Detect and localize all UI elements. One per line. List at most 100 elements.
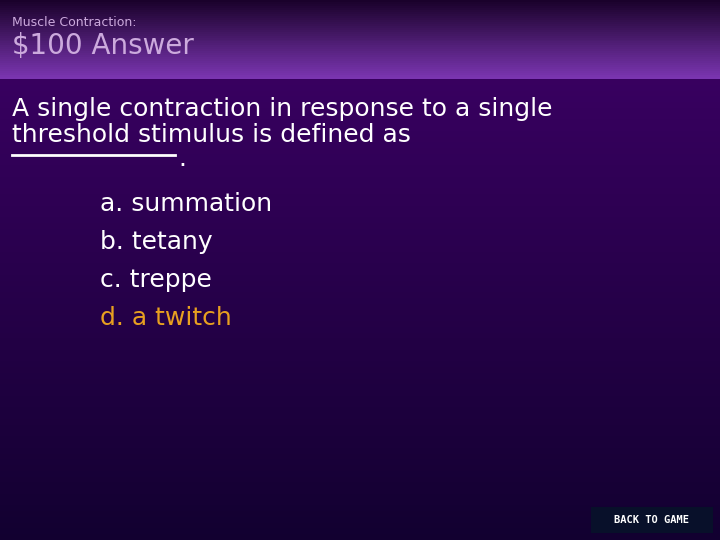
Bar	[0, 424, 720, 430]
Bar	[0, 286, 720, 292]
Bar	[0, 291, 720, 298]
Bar	[0, 464, 720, 471]
Bar	[0, 308, 720, 315]
Bar	[0, 320, 720, 327]
Bar	[0, 314, 720, 321]
Bar	[0, 72, 720, 75]
Bar	[0, 11, 720, 14]
Bar	[0, 74, 720, 77]
Text: .: .	[178, 147, 186, 171]
Bar	[0, 326, 720, 333]
Bar	[0, 476, 720, 482]
Bar	[0, 338, 720, 344]
Bar	[0, 256, 720, 264]
Text: c. treppe: c. treppe	[100, 268, 212, 292]
Bar	[0, 3, 720, 6]
Bar	[0, 38, 720, 42]
Bar	[0, 44, 720, 48]
Bar	[0, 498, 720, 505]
Bar	[0, 481, 720, 488]
Bar	[0, 7, 720, 10]
Bar	[0, 15, 720, 18]
Bar	[0, 84, 720, 91]
Bar	[0, 25, 720, 28]
Bar	[0, 383, 720, 390]
Bar	[0, 274, 720, 281]
Bar	[0, 222, 720, 229]
Bar	[0, 360, 720, 367]
Bar	[0, 372, 720, 379]
Bar	[0, 407, 720, 413]
Bar	[0, 262, 720, 269]
Bar	[0, 470, 720, 477]
Bar	[0, 182, 720, 188]
Bar	[0, 170, 720, 177]
Bar	[0, 343, 720, 350]
Bar	[0, 332, 720, 339]
Bar	[0, 141, 720, 148]
Bar	[0, 1, 720, 4]
Bar	[0, 441, 720, 448]
Bar	[0, 510, 720, 517]
Text: a. summation: a. summation	[100, 192, 272, 216]
Bar	[0, 228, 720, 234]
Bar	[0, 401, 720, 408]
Bar	[0, 522, 720, 529]
Bar	[0, 56, 720, 59]
Text: Muscle Contraction:: Muscle Contraction:	[12, 16, 137, 29]
Bar	[0, 62, 720, 65]
Bar	[0, 487, 720, 494]
Bar	[0, 533, 720, 540]
Bar	[0, 435, 720, 442]
Bar	[0, 68, 720, 71]
Bar	[0, 418, 720, 425]
Text: d. a twitch: d. a twitch	[100, 306, 232, 330]
Bar	[0, 153, 720, 160]
Bar	[0, 32, 720, 36]
Bar	[0, 58, 720, 61]
Bar	[0, 205, 720, 212]
Bar	[0, 136, 720, 143]
Bar	[0, 19, 720, 22]
Bar	[0, 124, 720, 131]
Text: b. tetany: b. tetany	[100, 230, 212, 254]
Bar	[0, 70, 720, 73]
Bar	[0, 40, 720, 43]
Bar	[0, 458, 720, 465]
Bar	[0, 280, 720, 286]
Bar	[0, 211, 720, 217]
Bar	[0, 37, 720, 39]
Bar	[0, 35, 720, 37]
Bar	[0, 26, 720, 30]
Bar	[0, 95, 720, 102]
Bar	[0, 50, 720, 53]
Bar	[0, 64, 720, 67]
Bar	[0, 528, 720, 534]
Bar	[0, 395, 720, 402]
Bar	[0, 31, 720, 33]
Bar	[0, 130, 720, 137]
Bar	[0, 303, 720, 309]
Bar	[0, 187, 720, 194]
Bar	[0, 377, 720, 384]
Bar	[0, 234, 720, 240]
Bar	[0, 217, 720, 223]
Bar	[0, 245, 720, 252]
Bar	[0, 389, 720, 396]
Bar	[0, 504, 720, 511]
Bar	[0, 13, 720, 16]
Bar	[0, 193, 720, 200]
Bar	[592, 508, 712, 532]
Text: threshold stimulus is defined as: threshold stimulus is defined as	[12, 123, 411, 147]
Bar	[0, 21, 720, 24]
Bar	[0, 239, 720, 246]
Bar	[0, 493, 720, 500]
Text: A single contraction in response to a single: A single contraction in response to a si…	[12, 97, 552, 121]
Bar	[0, 5, 720, 8]
Bar	[0, 176, 720, 183]
Bar	[0, 297, 720, 303]
Bar	[0, 429, 720, 436]
Bar	[0, 0, 720, 2]
Bar	[0, 453, 720, 460]
Bar	[0, 66, 720, 69]
